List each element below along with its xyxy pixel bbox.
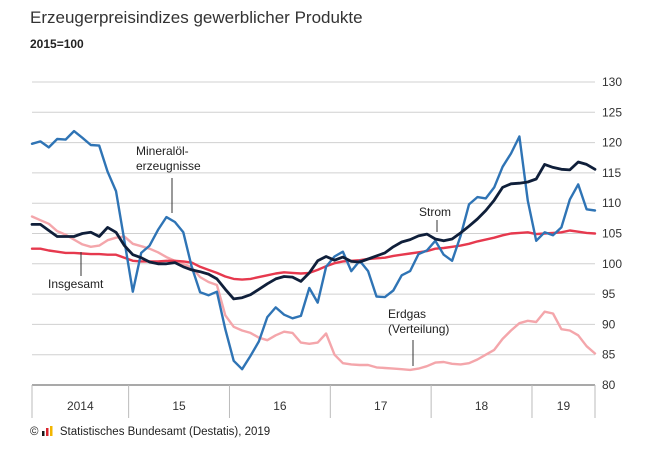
x-tick-label-16: 16 xyxy=(273,399,287,413)
annotation-label-1: Strom xyxy=(419,205,451,219)
x-axis: 2014 15 16 17 18 19 xyxy=(31,384,596,418)
source-text: Statistisches Bundesamt (Destatis), 2019 xyxy=(59,426,271,438)
series-line-insgesamt xyxy=(30,160,597,301)
y-tick-label-95: 95 xyxy=(602,287,616,301)
chart-title: Erzeugerpreisindizes gewerblicher Produk… xyxy=(30,8,363,27)
source-footer: © Statistisches Bundesamt (Destatis), 20… xyxy=(30,426,270,438)
copyright-symbol: © xyxy=(30,426,39,438)
y-axis-ticks: 80 85 90 95 100 105 110 115 120 125 130 xyxy=(602,75,622,392)
destatis-logo-icon xyxy=(41,426,53,436)
annotation-label-2: Insgesamt xyxy=(48,277,104,291)
x-tick-label-17: 17 xyxy=(374,399,388,413)
y-tick-label-80: 80 xyxy=(602,378,616,392)
annotation-label-3: Erdgas (Verteilung) xyxy=(388,307,449,336)
x-tick-label-18: 18 xyxy=(475,399,489,413)
series-lines xyxy=(30,129,597,372)
y-tick-label-100: 100 xyxy=(602,257,622,271)
y-tick-label-85: 85 xyxy=(602,348,616,362)
annotations: Mineralöl-erzeugnisse Strom Insgesamt Erdga… xyxy=(48,144,451,366)
y-tick-label-90: 90 xyxy=(602,317,616,331)
y-tick-label-130: 130 xyxy=(602,75,622,89)
y-tick-label-125: 125 xyxy=(602,105,622,119)
y-tick-label-120: 120 xyxy=(602,136,622,150)
y-tick-label-110: 110 xyxy=(602,196,621,210)
y-tick-label-115: 115 xyxy=(602,166,621,180)
series-line-strom xyxy=(30,129,597,371)
y-tick-label-105: 105 xyxy=(602,227,622,241)
x-tick-label-2014: 2014 xyxy=(67,399,94,413)
chart-subtitle: 2015=100 xyxy=(30,37,84,51)
series-line-mineral-l-erzeugnisse xyxy=(30,215,597,372)
annotation-label-0: Mineralöl-erzeugnisse xyxy=(136,144,201,173)
x-tick-label-15: 15 xyxy=(172,399,186,413)
series-line-erdgas-verteilung- xyxy=(30,229,597,281)
x-tick-label-19: 19 xyxy=(557,399,571,413)
